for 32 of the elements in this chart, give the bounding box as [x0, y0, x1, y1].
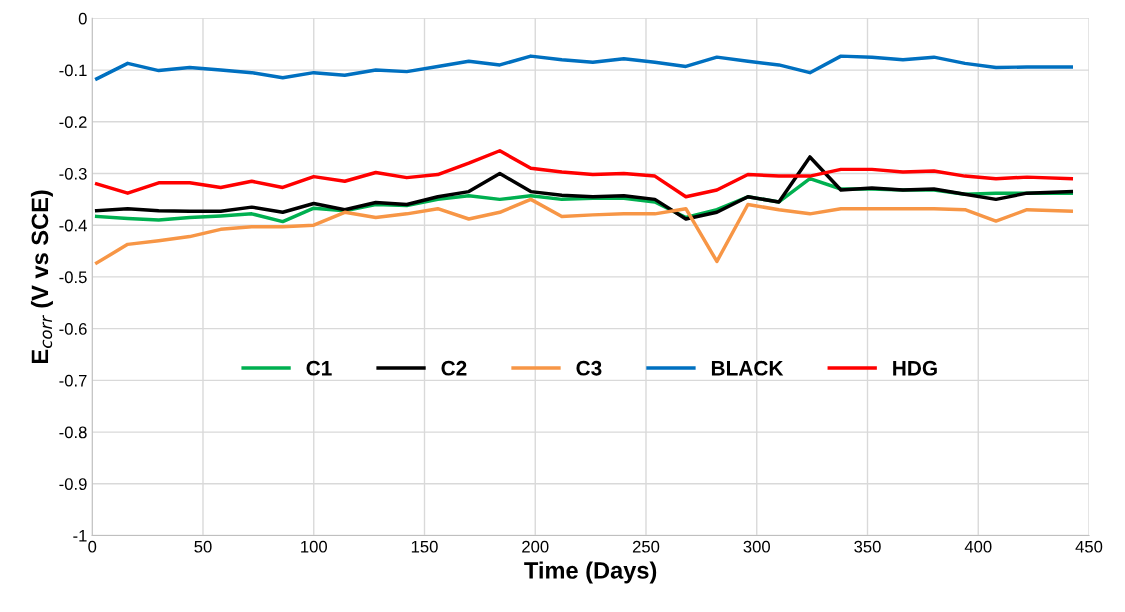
x-tick-label: 250 — [632, 540, 660, 553]
line-series — [94, 197, 1074, 265]
y-axis-title: E$_{corr}$ (V vs SCE) — [30, 190, 53, 364]
x-tick-label: 50 — [194, 540, 212, 553]
y-tick-label: -0.7 — [59, 374, 87, 387]
y-tick-label: 0 — [78, 12, 87, 25]
legend-label: BLACK — [711, 360, 784, 376]
y-tick-label: -0.5 — [59, 271, 87, 284]
line-series — [94, 155, 1074, 221]
x-tick-label: 300 — [743, 540, 770, 553]
x-tick-label: 0 — [88, 540, 97, 553]
y-tick-label: -1 — [73, 530, 87, 542]
x-tick-label: 450 — [1075, 540, 1103, 553]
x-tick-label: 200 — [522, 540, 549, 553]
x-tick-label: 100 — [301, 540, 327, 553]
line-series — [94, 149, 1074, 199]
legend-label: C3 — [576, 360, 602, 376]
legend-label: C1 — [306, 360, 332, 376]
y-tick-label: -0.1 — [59, 64, 87, 77]
x-tick-label: 150 — [411, 540, 438, 553]
legend-label: C2 — [441, 360, 467, 376]
y-tick-label: -0.3 — [59, 167, 87, 180]
y-tick-label: -0.4 — [59, 219, 87, 232]
x-tick-label: 350 — [854, 540, 881, 553]
x-tick-label: 400 — [964, 540, 992, 553]
y-tick-label: -0.9 — [59, 478, 87, 490]
y-tick-label: -0.8 — [59, 426, 87, 439]
y-tick-label: -0.2 — [59, 116, 87, 128]
y-tick-label: -0.6 — [59, 323, 87, 335]
legend-label: HDG — [893, 360, 937, 376]
x-axis-title: Time (Days) — [524, 561, 657, 584]
line-series — [94, 54, 1074, 81]
